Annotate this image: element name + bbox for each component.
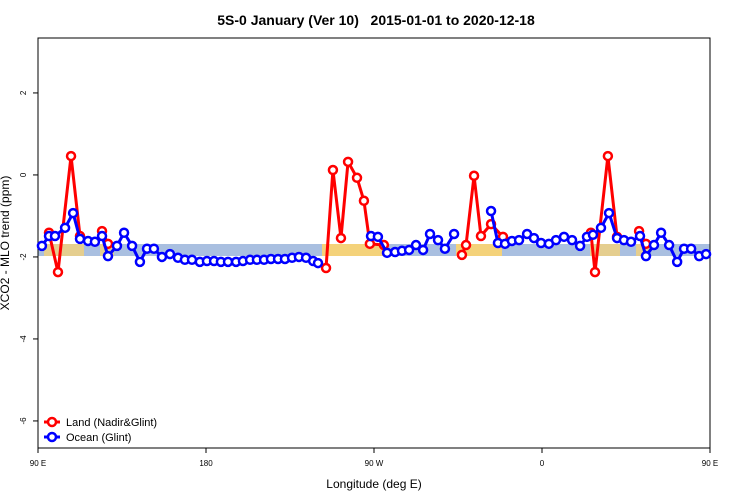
point <box>351 172 363 184</box>
point <box>372 231 384 243</box>
point <box>52 266 64 278</box>
point <box>448 228 460 240</box>
y-tick-label: -2 <box>19 253 28 261</box>
point <box>342 156 354 168</box>
legend-label: Ocean (Glint) <box>66 432 131 444</box>
point <box>528 232 540 244</box>
point <box>595 222 607 234</box>
point <box>118 227 130 238</box>
x-tick-label: 90 E <box>702 459 718 468</box>
x-axis-label: Longitude (deg E) <box>326 477 421 491</box>
point <box>634 230 646 242</box>
point <box>625 236 637 248</box>
point <box>655 227 667 238</box>
point <box>663 239 675 251</box>
point <box>36 240 48 252</box>
legend-label: Land (Nadir&Glint) <box>66 417 157 429</box>
point <box>589 266 601 278</box>
point <box>417 244 429 256</box>
y-axis-label: XCO2 - MLO trend (ppm) <box>0 176 12 311</box>
point <box>602 150 614 162</box>
y-tick-label: -4 <box>19 335 28 343</box>
legend-marker <box>46 416 58 428</box>
point <box>587 229 599 241</box>
x-tick-label: 90 E <box>30 459 46 468</box>
point <box>358 195 370 207</box>
y-tick-label: 0 <box>19 172 28 177</box>
point <box>410 239 422 251</box>
point <box>439 243 451 254</box>
point <box>475 230 487 242</box>
land-band <box>44 244 84 256</box>
point <box>96 230 108 242</box>
point <box>685 243 697 254</box>
point <box>102 250 114 262</box>
point <box>320 262 332 274</box>
point <box>460 239 472 251</box>
point <box>485 205 497 217</box>
point <box>403 244 415 256</box>
y-tick-label: 2 <box>19 90 28 95</box>
chart-title: 5S-0 January (Ver 10) 2015-01-01 to 2020… <box>217 12 535 28</box>
y-tick-label: -6 <box>19 417 28 425</box>
point <box>335 232 347 244</box>
x-tick-label: 180 <box>199 459 213 468</box>
point <box>65 150 77 162</box>
point <box>74 233 86 245</box>
point <box>432 234 444 246</box>
point <box>164 248 176 260</box>
point <box>671 256 683 268</box>
point <box>574 240 586 252</box>
point <box>700 248 712 260</box>
point <box>566 234 578 246</box>
point <box>67 207 79 219</box>
x-tick-label: 90 W <box>365 459 384 468</box>
point <box>126 240 138 252</box>
legend-marker <box>46 431 58 443</box>
point <box>424 228 436 240</box>
point <box>381 247 393 259</box>
point <box>640 250 652 262</box>
point <box>134 256 146 268</box>
point <box>49 230 61 242</box>
x-tick-label: 0 <box>540 459 545 468</box>
point <box>327 164 339 176</box>
point <box>456 249 468 261</box>
point <box>648 239 660 251</box>
point <box>513 234 525 246</box>
point <box>59 222 71 234</box>
point <box>111 240 123 252</box>
point <box>89 236 101 248</box>
point <box>468 170 480 182</box>
point <box>312 257 324 269</box>
point <box>603 207 615 219</box>
point <box>148 243 160 254</box>
